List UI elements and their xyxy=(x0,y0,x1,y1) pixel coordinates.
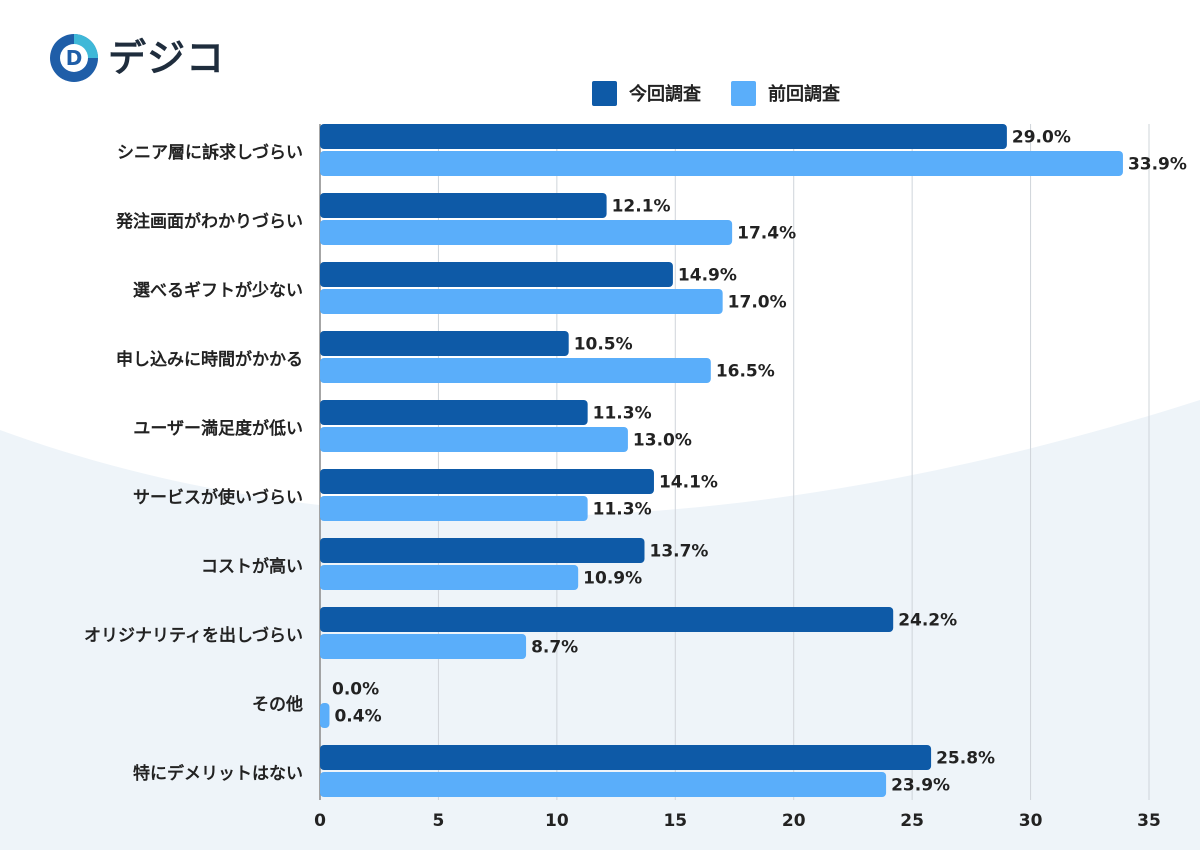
category-label: 発注画面がわかりづらい xyxy=(115,211,303,232)
x-tick-label: 0 xyxy=(314,811,326,831)
category-label: オリジナリティを出しづらい xyxy=(84,625,303,646)
category-label: 選べるギフトが少ない xyxy=(133,280,303,301)
legend-swatch-previous xyxy=(731,80,756,106)
data-label-previous: 23.9% xyxy=(891,776,950,796)
bar-current xyxy=(320,262,673,287)
logo-mark-letter: D xyxy=(66,46,83,70)
bar-previous xyxy=(320,496,588,521)
data-label-previous: 17.0% xyxy=(728,293,787,313)
bar-current xyxy=(320,193,607,218)
bar-previous xyxy=(320,634,527,659)
bar-previous xyxy=(320,703,330,728)
category-label: コストが高い xyxy=(201,556,303,577)
logo-text: デジコ xyxy=(108,36,226,80)
chart-legend: 今回調査 前回調査 xyxy=(592,80,870,106)
bar-current xyxy=(320,745,932,770)
data-label-previous: 10.9% xyxy=(583,569,642,589)
bar-current xyxy=(320,469,654,494)
data-label-current: 14.9% xyxy=(678,266,737,286)
data-label-current: 12.1% xyxy=(612,197,671,217)
data-label-current: 10.5% xyxy=(574,335,633,355)
legend-label-current: 今回調査 xyxy=(629,84,701,105)
data-label-current: 25.8% xyxy=(936,749,995,769)
x-tick-label: 5 xyxy=(433,811,445,831)
data-label-previous: 16.5% xyxy=(716,362,775,382)
category-label: 申し込みに時間がかかる xyxy=(116,349,303,370)
data-label-current: 29.0% xyxy=(1012,128,1071,148)
bar-previous xyxy=(320,220,733,245)
bar-current xyxy=(320,607,894,632)
data-label-previous: 13.0% xyxy=(633,431,692,451)
bar-previous xyxy=(320,427,628,452)
legend-item-previous: 前回調査 xyxy=(731,80,840,106)
legend-item-current: 今回調査 xyxy=(592,80,701,106)
data-label-current: 13.7% xyxy=(649,542,708,562)
data-label-current: 24.2% xyxy=(898,611,957,631)
category-label: ユーザー満足度が低い xyxy=(133,418,303,439)
bar-previous xyxy=(320,565,579,590)
bar-current xyxy=(320,124,1007,149)
bar-current xyxy=(320,331,569,356)
bar-previous xyxy=(320,358,711,383)
bar-previous xyxy=(320,151,1123,176)
category-label: その他 xyxy=(252,694,303,715)
bar-current xyxy=(320,538,645,563)
data-label-previous: 8.7% xyxy=(531,638,578,658)
bar-previous xyxy=(320,289,723,314)
x-tick-label: 15 xyxy=(663,811,687,831)
data-label-current: 14.1% xyxy=(659,473,718,493)
data-label-previous: 33.9% xyxy=(1128,155,1187,175)
bar-previous xyxy=(320,772,887,797)
data-label-current: 11.3% xyxy=(593,404,652,424)
category-label: サービスが使いづらい xyxy=(133,487,303,508)
data-label-previous: 11.3% xyxy=(593,500,652,520)
category-label: 特にデメリットはない xyxy=(133,763,303,784)
logo-mark-icon: D xyxy=(50,34,98,82)
data-label-previous: 0.4% xyxy=(334,707,381,727)
bar-current xyxy=(320,400,588,425)
x-tick-label: 30 xyxy=(1019,811,1043,831)
legend-label-previous: 前回調査 xyxy=(768,84,840,105)
x-tick-label: 35 xyxy=(1137,811,1161,831)
x-tick-label: 25 xyxy=(900,811,924,831)
category-label: シニア層に訴求しづらい xyxy=(117,142,303,163)
data-label-previous: 17.4% xyxy=(737,224,796,244)
x-tick-label: 10 xyxy=(545,811,569,831)
legend-swatch-current xyxy=(592,80,617,106)
data-label-current: 0.0% xyxy=(332,680,379,700)
brand-logo: D デジコ xyxy=(48,32,225,84)
x-tick-label: 20 xyxy=(782,811,806,831)
